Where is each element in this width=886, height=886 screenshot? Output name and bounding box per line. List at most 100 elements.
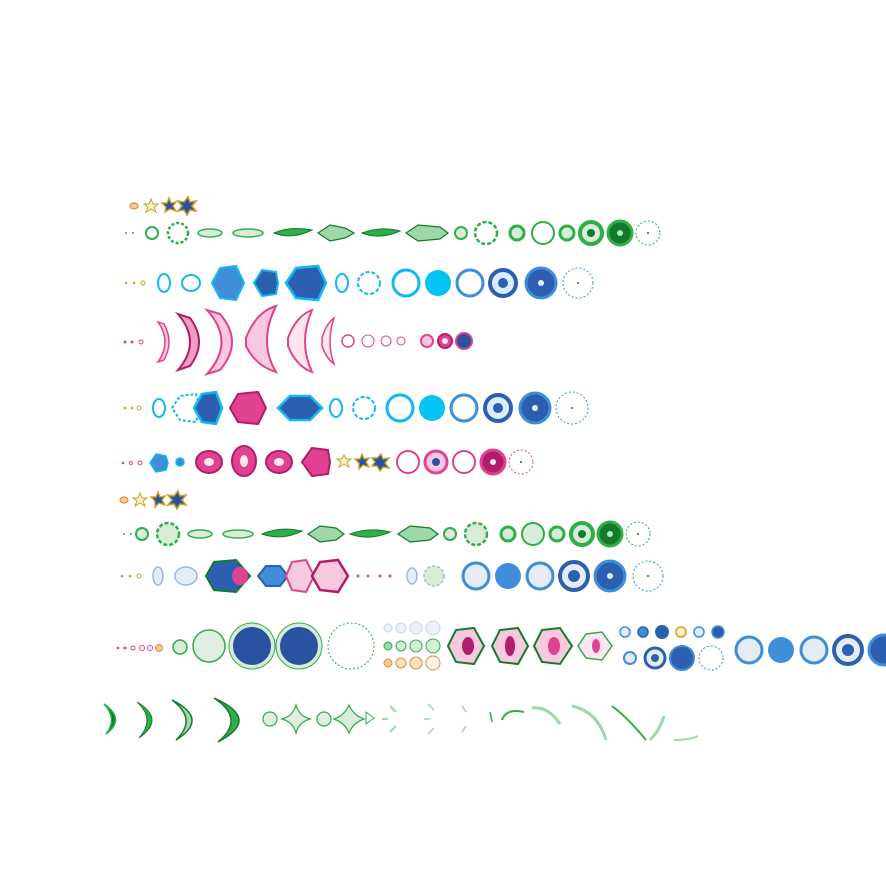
navy-orb-sprite [275, 622, 323, 670]
green-burst-sprite [135, 527, 149, 541]
blue-flare-sprite [175, 457, 185, 467]
pink-ring-sprite [396, 336, 406, 346]
pink-ring-sprite [432, 458, 440, 466]
mixed-flare-sprite [310, 558, 350, 594]
blue-ring-sprite [632, 560, 664, 592]
pink-burst-sprite [505, 636, 515, 656]
green-orb-sprite [192, 629, 226, 663]
blue-ring-sprite [461, 561, 491, 591]
tiny-spark-sprite [136, 573, 142, 579]
green-ring-sprite [521, 522, 545, 546]
green-burst-sprite [443, 527, 457, 541]
pink-wave-sprite [245, 304, 279, 374]
tiny-spark-sprite [123, 533, 125, 535]
small-ring-sprite [425, 655, 441, 671]
cyan-burst-sprite [357, 271, 381, 295]
blue-ring-sprite [647, 575, 649, 577]
tiny-spark-sprite [120, 574, 124, 578]
crescent-slash-sprite [136, 701, 153, 739]
spark-dot-sprite [119, 496, 129, 504]
pink-ring-sprite [420, 334, 434, 348]
cyan-ring-sprite [391, 268, 421, 298]
blue-ring-sprite [568, 570, 580, 582]
pink-flare-sprite [240, 455, 248, 467]
cyan-ring-sprite [571, 407, 573, 409]
green-bolt-sprite [197, 228, 223, 238]
green-ring-sprite [647, 232, 649, 234]
cyan-flare-sprite [228, 390, 268, 426]
spark-star-sprite [335, 453, 353, 469]
mini-ring-sprite [693, 626, 705, 638]
pink-ring-sprite [442, 338, 448, 344]
green-burst-sprite [463, 521, 489, 547]
green-bolt-sprite [348, 529, 392, 538]
mini-ring-sprite [619, 626, 631, 638]
green-bolt-sprite [222, 529, 254, 539]
green-orb-sprite [262, 711, 278, 727]
pink-ring-sprite [361, 334, 375, 348]
crescent-slash-sprite [103, 703, 117, 735]
row-11-crescent-slashes [103, 697, 699, 743]
spark-star-sprite [160, 196, 178, 214]
tiny-spark-sprite [123, 406, 127, 410]
green-bolt-sprite [272, 228, 314, 237]
green-burst-sprite [166, 221, 190, 245]
cyan-flare-sprite [284, 264, 328, 302]
pale-orb-sprite [174, 566, 198, 586]
blue-ring-sprite [525, 561, 555, 591]
pink-ring-sprite [508, 449, 534, 475]
cyan-ring-sprite [449, 393, 479, 423]
tiny-spark-sprite [130, 533, 132, 535]
green-bolt-sprite [232, 228, 264, 238]
tiny-spark-sprite [155, 644, 163, 652]
cyan-ring-sprite [385, 393, 415, 423]
green-slash-sprite [571, 704, 608, 741]
tiny-spark-sprite [121, 461, 125, 465]
pink-ring-sprite [380, 335, 392, 347]
mixed-flare-sprite [284, 558, 316, 594]
cyan-orb-sprite [152, 398, 166, 418]
row-10-orbs-and-bursts [116, 620, 886, 671]
tiny-spark-sprite [132, 232, 134, 234]
tiny-spark-sprite [123, 646, 127, 650]
tiny-spark-sprite [132, 281, 136, 285]
navy-orb-sprite [276, 623, 322, 669]
pink-wave-sprite [203, 307, 233, 377]
green-shard-sprite [365, 711, 375, 725]
mini-ring-sprite [651, 654, 659, 662]
row-8-green-bolts [123, 520, 651, 548]
small-ring-sprite [383, 623, 393, 633]
small-ring-sprite [395, 640, 407, 652]
row-4-pink-waves [123, 304, 473, 377]
tiny-spark-sprite [137, 460, 143, 466]
pink-ring-sprite [490, 459, 496, 465]
green-slash-sprite [531, 706, 562, 725]
blue-ring-sprite [607, 573, 613, 579]
tiny-spark-sprite [366, 574, 370, 578]
pale-orb-sprite [423, 565, 445, 587]
cyan-ring-sprite [498, 278, 508, 288]
pink-wave-sprite [156, 320, 170, 364]
green-ring-sprite [635, 220, 661, 246]
row-5-blue-energy [123, 390, 589, 426]
blue-flare-sprite [149, 453, 169, 473]
tiny-spark-sprite [130, 645, 136, 651]
green-ring-sprite [548, 525, 566, 543]
green-shard-sprite [424, 703, 435, 735]
tiny-spark-sprite [356, 574, 360, 578]
pink-ring-sprite [341, 334, 355, 348]
spark-star-sprite [166, 489, 188, 511]
green-ring-sprite [499, 525, 517, 543]
cyan-orb-sprite [329, 398, 343, 418]
tiny-spark-sprite [123, 340, 127, 344]
green-ring-sprite [637, 533, 639, 535]
cyan-ring-sprite [532, 405, 538, 411]
cyan-ring-sprite [562, 267, 594, 299]
mixed-flare-sprite [232, 567, 248, 585]
small-ring-sprite [395, 657, 407, 669]
blue-ring-sprite [768, 637, 794, 663]
cyan-ring-sprite [425, 270, 451, 296]
green-bolt-sprite [260, 528, 304, 538]
